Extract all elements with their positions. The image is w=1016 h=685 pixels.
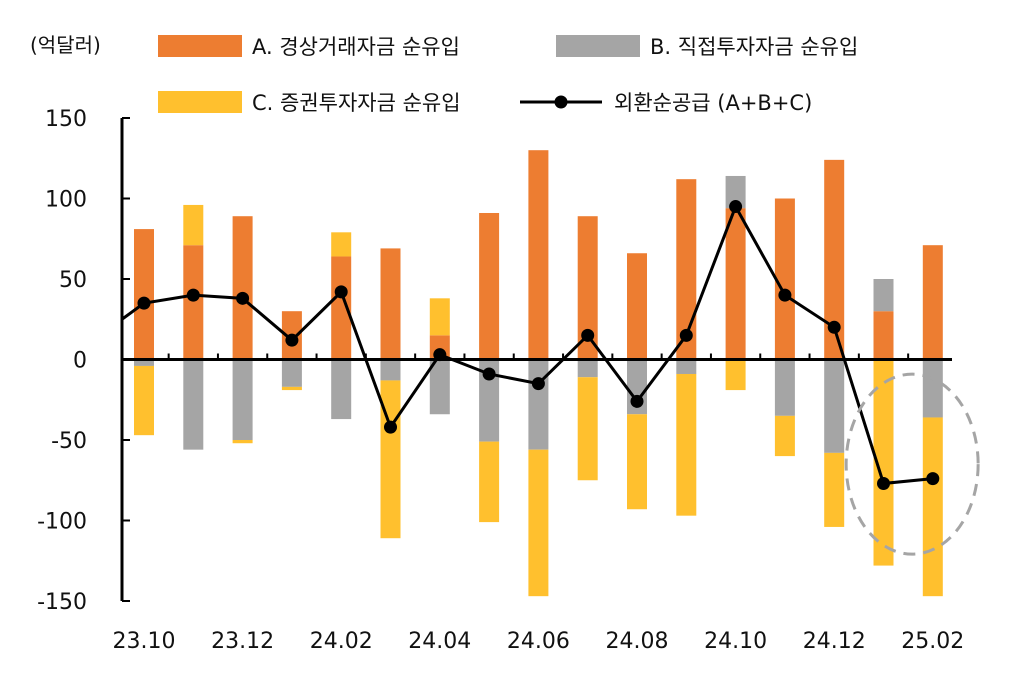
line-point-24-03 (384, 421, 397, 434)
bar-a-24-10 (726, 208, 746, 359)
line-point-23-10 (138, 297, 151, 310)
line-point-24-01 (285, 334, 298, 347)
line-point-25-02 (926, 472, 939, 485)
line-point-24-02 (335, 285, 348, 298)
bar-c-23-10 (134, 366, 154, 435)
bar-a-23-10 (134, 229, 154, 359)
line-point-24-05 (483, 367, 496, 380)
bar-b-25-02 (923, 360, 943, 418)
bar-c-24-07 (578, 377, 598, 480)
x-tick-label: 24.04 (408, 629, 471, 654)
legend-label-a: A. 경상거래자금 순유입 (252, 35, 460, 59)
line-point-24-04 (433, 348, 446, 361)
bar-b-24-12 (824, 360, 844, 453)
x-tick-label: 23.10 (113, 629, 176, 654)
bar-c-24-06 (528, 450, 548, 597)
bar-b-23-12 (233, 360, 253, 441)
legend-swatch-a (158, 35, 242, 57)
bar-a-25-02 (923, 245, 943, 359)
bar-c-24-04 (430, 298, 450, 335)
line-point-25-01 (877, 477, 890, 490)
legend-label-b: B. 직접투자자금 순유입 (650, 35, 858, 59)
x-tick-label: 24.12 (803, 629, 866, 654)
legend-label-net: 외환순공급 (A+B+C) (614, 91, 812, 115)
bar-a-24-08 (627, 253, 647, 359)
x-tick-label: 23.12 (211, 629, 274, 654)
chart: A. 경상거래자금 순유입 B. 직접투자자금 순유입 C. 증권투자자금 순유입 외… (0, 0, 1016, 685)
line-point-23-11 (187, 289, 200, 302)
bar-b-24-07 (578, 360, 598, 378)
line-point-24-12 (828, 321, 841, 334)
y-tick-label: -50 (51, 429, 87, 454)
y-axis-label: (억달러) (30, 33, 101, 57)
legend-line-marker (555, 96, 568, 109)
bar-b-24-11 (775, 360, 795, 416)
bar-c-24-08 (627, 414, 647, 509)
legend: A. 경상거래자금 순유입 B. 직접투자자금 순유입 C. 증권투자자금 순유입 외… (158, 35, 858, 115)
bar-a-24-11 (775, 199, 795, 360)
legend-swatch-c (158, 91, 242, 113)
y-tick-label: 50 (59, 268, 87, 293)
bar-b-24-03 (381, 360, 401, 381)
x-tick-label: 24.10 (704, 629, 767, 654)
bar-a-24-06 (528, 150, 548, 359)
bar-b-24-01 (282, 360, 302, 387)
bar-c-25-02 (923, 417, 943, 596)
bar-b-25-01 (874, 279, 894, 311)
bar-a-24-05 (479, 213, 499, 360)
x-tick-label: 24.06 (507, 629, 570, 654)
line-point-24-09 (680, 329, 693, 342)
x-tick-label: 24.08 (606, 629, 669, 654)
line-point-24-11 (778, 289, 791, 302)
y-tick-label: -150 (37, 590, 87, 615)
bar-b-24-04 (430, 360, 450, 415)
plot-area: (억달러) 150 100 50 0 -50 -100 -150 23.10 23.12 24.02… (30, 33, 978, 654)
x-tick-label: 25.02 (901, 629, 964, 654)
line-point-24-07 (581, 329, 594, 342)
y-tick-label: 0 (73, 349, 87, 374)
bar-c-23-11 (183, 205, 203, 245)
bar-b-24-02 (331, 360, 351, 420)
bar-c-24-05 (479, 442, 499, 523)
y-tick-label: -100 (37, 510, 87, 535)
y-tick-label: 100 (45, 188, 87, 213)
highlight-ellipse (846, 374, 978, 554)
bar-a-25-01 (874, 311, 894, 359)
bar-c-24-09 (676, 374, 696, 516)
bar-b-23-11 (183, 360, 203, 450)
bar-c-24-02 (331, 232, 351, 256)
bar-c-24-10 (726, 360, 746, 391)
bar-a-23-12 (233, 216, 253, 359)
line-point-24-10 (729, 200, 742, 213)
bar-a-24-03 (381, 248, 401, 359)
bar-c-24-11 (775, 416, 795, 456)
bar-c-24-12 (824, 453, 844, 527)
line-point-24-06 (532, 377, 545, 390)
bar-c-23-12 (233, 440, 253, 443)
bar-b-24-09 (676, 360, 696, 374)
bar-c-24-01 (282, 387, 302, 390)
line-point-23-12 (236, 292, 249, 305)
legend-label-c: C. 증권투자자금 순유입 (252, 91, 461, 115)
line-point-24-08 (631, 395, 644, 408)
legend-swatch-b (556, 35, 640, 57)
y-tick-label: 150 (45, 107, 87, 132)
x-tick-label: 24.02 (310, 629, 373, 654)
bar-b-24-06 (528, 360, 548, 450)
bar-a-23-11 (183, 245, 203, 359)
